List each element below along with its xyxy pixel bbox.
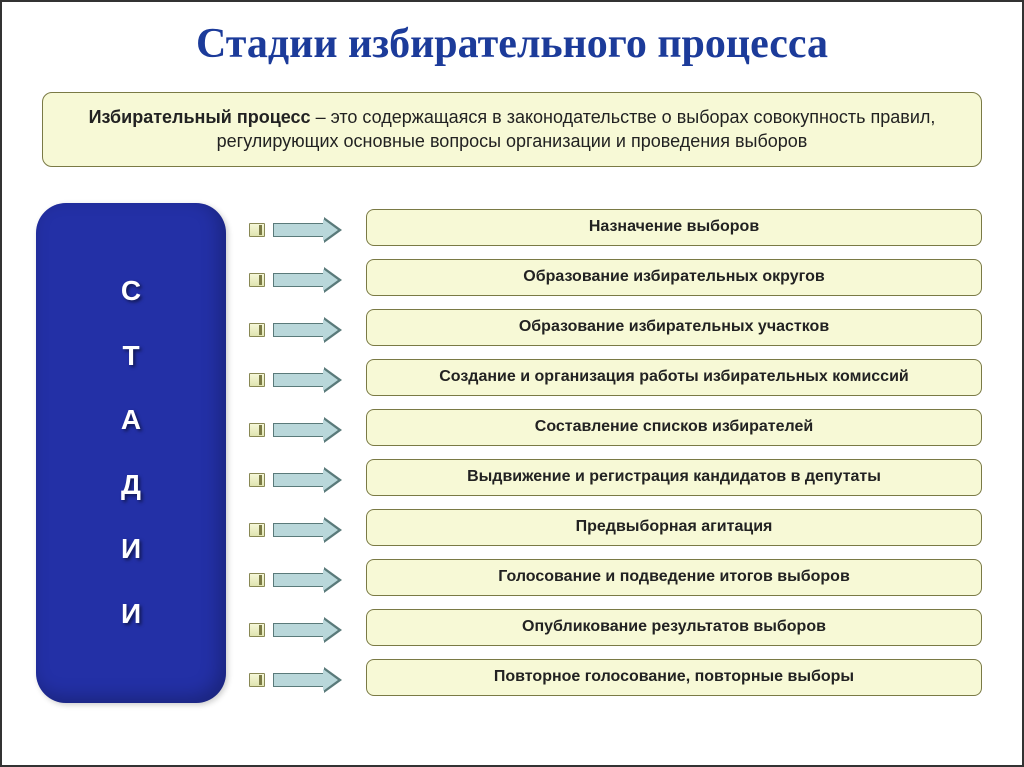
arrow-row xyxy=(226,655,366,705)
arrow-row xyxy=(226,605,366,655)
definition-box: Избирательный процесс – это содержащаяся… xyxy=(42,92,982,167)
page-title: Стадии избирательного процесса xyxy=(32,20,992,68)
stage-item-row: Выдвижение и регистрация кандидатов в де… xyxy=(366,453,982,503)
definition-rest: – это содержащаяся в законодательстве о … xyxy=(217,107,936,151)
arrow-tail-icon xyxy=(249,223,265,237)
items-column: Назначение выборов Образование избиратель… xyxy=(366,203,992,703)
arrow-icon xyxy=(273,569,343,591)
stage-item: Создание и организация работы избиратель… xyxy=(366,359,982,395)
stage-item: Повторное голосование, повторные выборы xyxy=(366,659,982,695)
arrow-icon xyxy=(273,469,343,491)
arrow-tail-icon xyxy=(249,673,265,687)
stage-item: Предвыборная агитация xyxy=(366,509,982,545)
arrow-tail-icon xyxy=(249,323,265,337)
stage-item-row: Предвыборная агитация xyxy=(366,503,982,553)
arrow-tail-icon xyxy=(249,523,265,537)
stages-letter: С xyxy=(121,275,141,307)
arrow-row xyxy=(226,205,366,255)
stage-item-row: Назначение выборов xyxy=(366,203,982,253)
stage-item: Образование избирательных округов xyxy=(366,259,982,295)
arrow-tail-icon xyxy=(249,373,265,387)
arrow-row xyxy=(226,305,366,355)
arrow-row xyxy=(226,405,366,455)
stage-item-row: Образование избирательных участков xyxy=(366,303,982,353)
arrow-row xyxy=(226,455,366,505)
stage-item-row: Повторное голосование, повторные выборы xyxy=(366,653,982,703)
stages-letter: Д xyxy=(121,469,141,501)
stage-item: Составление списков избирателей xyxy=(366,409,982,445)
stage-item-row: Голосование и подведение итогов выборов xyxy=(366,553,982,603)
arrow-icon xyxy=(273,369,343,391)
arrow-tail-icon xyxy=(249,473,265,487)
stages-letter: И xyxy=(121,533,141,565)
arrow-icon xyxy=(273,219,343,241)
stages-letter: А xyxy=(121,404,141,436)
stage-item: Назначение выборов xyxy=(366,209,982,245)
stages-pill: СТАДИИ xyxy=(36,203,226,703)
arrow-row xyxy=(226,555,366,605)
stages-letter: Т xyxy=(122,340,139,372)
stage-item-row: Образование избирательных округов xyxy=(366,253,982,303)
arrow-row xyxy=(226,255,366,305)
stage-item: Голосование и подведение итогов выборов xyxy=(366,559,982,595)
arrow-row xyxy=(226,505,366,555)
arrow-icon xyxy=(273,619,343,641)
stage-item-row: Составление списков избирателей xyxy=(366,403,982,453)
arrow-tail-icon xyxy=(249,623,265,637)
arrow-icon xyxy=(273,269,343,291)
arrow-tail-icon xyxy=(249,423,265,437)
arrow-tail-icon xyxy=(249,273,265,287)
diagram-area: СТАДИИ Назначение выборовОбразование изб… xyxy=(32,203,992,707)
stage-item-row: Опубликование результатов выборов xyxy=(366,603,982,653)
arrow-row xyxy=(226,355,366,405)
stage-item-row: Создание и организация работы избиратель… xyxy=(366,353,982,403)
arrow-tail-icon xyxy=(249,573,265,587)
arrow-icon xyxy=(273,669,343,691)
definition-term: Избирательный процесс xyxy=(89,107,311,127)
stages-letter: И xyxy=(121,598,141,630)
stage-item: Выдвижение и регистрация кандидатов в де… xyxy=(366,459,982,495)
arrow-icon xyxy=(273,419,343,441)
arrows-column xyxy=(226,203,366,707)
arrow-icon xyxy=(273,319,343,341)
arrow-icon xyxy=(273,519,343,541)
stage-item: Опубликование результатов выборов xyxy=(366,609,982,645)
stage-item: Образование избирательных участков xyxy=(366,309,982,345)
